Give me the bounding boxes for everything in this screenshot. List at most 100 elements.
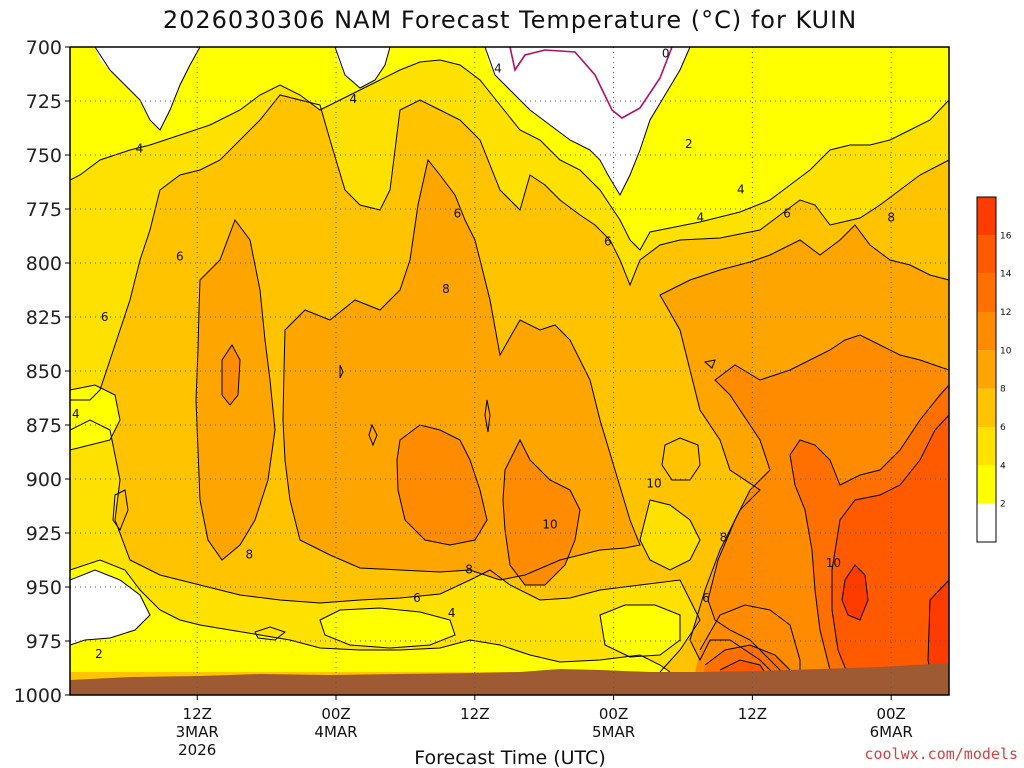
colorbar-swatch-10 — [977, 312, 996, 351]
contour-label-text: 8 — [442, 282, 450, 296]
colorbar-label-16: 16 — [1000, 231, 1012, 241]
contour-8-left — [195, 218, 276, 561]
contour-label-13: 6 — [101, 310, 109, 324]
contour-label-9: 4 — [72, 407, 80, 421]
contour-label-17: 6 — [413, 591, 421, 605]
contour-8-right — [659, 224, 949, 695]
contour-10-right — [699, 334, 949, 695]
colorbar-label-14: 14 — [1000, 270, 1012, 280]
fill-14-16-right — [832, 415, 949, 695]
x-tick-label-18: 00Z — [321, 705, 350, 723]
contour-label-text: 10 — [826, 556, 841, 570]
contour-0 — [509, 47, 673, 119]
contour-label-text: 8 — [720, 530, 728, 544]
contour-label-29: 14 — [1017, 466, 1024, 480]
fill-10-12-center-a — [397, 425, 487, 545]
contour-label-1: 2 — [685, 137, 693, 151]
colorbar-swatch-8 — [977, 350, 996, 389]
y-tick-label-950: 950 — [26, 577, 62, 599]
x-tick-date-66: 6MAR — [870, 723, 913, 741]
colorbar-legend: 2 4 6 8 10 12 14 16 — [976, 196, 1012, 543]
y-tick-label-825: 825 — [26, 307, 62, 329]
y-tick-label-750: 750 — [26, 145, 62, 167]
contour-label-text: 10 — [646, 476, 661, 490]
fill-2-4-lens — [320, 608, 455, 648]
contour-8-center — [282, 158, 641, 581]
terrain-ground — [70, 663, 949, 695]
contour-label-16: 6 — [963, 126, 971, 140]
contour-2-bottom — [70, 569, 151, 646]
y-axis: 700 725 750 775 800 825 850 875 900 925 950 975 1000 — [14, 37, 70, 707]
x-tick-date-42: 5MAR — [592, 723, 635, 741]
contour-label-text: 6 — [101, 310, 109, 324]
credit-link[interactable]: coolwx.com/models — [864, 745, 1018, 763]
fill-0-2-top — [95, 47, 200, 130]
contour-label-text: 6 — [783, 206, 791, 220]
contour-label-text: 2 — [95, 647, 103, 661]
contour-4-top — [70, 59, 949, 251]
fill-16-18-core — [842, 565, 868, 620]
y-tick-label-975: 975 — [26, 631, 62, 653]
colorbar-swatch-4 — [977, 427, 996, 466]
y-tick-label-700: 700 — [26, 37, 62, 59]
y-tick-label-775: 775 — [26, 199, 62, 221]
contour-label-text: 6 — [176, 250, 184, 264]
contour-4-left — [70, 384, 121, 451]
contour-label-0: 0 — [662, 47, 670, 60]
x-axis-label: Forecast Time (UTC) — [414, 747, 605, 768]
contour-label-21: 8 — [465, 563, 473, 577]
contour-label-text: 4 — [350, 92, 358, 106]
fill-4-6-bottom — [70, 420, 700, 672]
contour-label-text: 4 — [991, 118, 999, 132]
y-tick-label-900: 900 — [26, 469, 62, 491]
colorbar-label-12: 12 — [1000, 308, 1011, 318]
contour-label-text: 4 — [494, 62, 502, 76]
fill-4-6-right-low — [640, 500, 700, 570]
contour-6-top — [70, 94, 949, 401]
y-tick-label-925: 925 — [26, 523, 62, 545]
contour-label-text: 14 — [1017, 466, 1024, 480]
grid-lines — [70, 47, 949, 695]
fill-8-10-center — [283, 160, 640, 580]
contour-2-top — [94, 47, 691, 197]
colorbar-label-2: 2 — [1000, 500, 1006, 510]
fill-10-12-center-b — [503, 440, 580, 585]
x-tick-label-54: 12Z — [738, 705, 767, 723]
contour-label-7: 4 — [697, 211, 705, 225]
x-tick-label-66: 00Z — [876, 705, 905, 723]
contour-label-20: 8 — [245, 548, 253, 562]
contour-4-bottom — [70, 559, 671, 673]
contour-small-features — [339, 359, 716, 481]
contour-label-3: 4 — [494, 62, 502, 76]
contour-10-center — [221, 344, 581, 586]
fill-2-4-top — [70, 47, 949, 250]
fill-2-4-pocket — [600, 605, 680, 657]
y-tick-label-800: 800 — [26, 253, 62, 275]
contour-label-15: 6 — [783, 206, 791, 220]
y-tick-label-725: 725 — [26, 91, 62, 113]
contour-label-4: 4 — [350, 92, 358, 106]
y-tick-label-850: 850 — [26, 361, 62, 383]
contour-4-lens — [254, 604, 681, 658]
contour-label-24: 10 — [542, 517, 557, 531]
colorbar-swatch-14 — [977, 235, 996, 274]
contour-label-text: 8 — [245, 548, 253, 562]
y-tick-label-1000: 1000 — [14, 685, 62, 707]
x-tick-label-42: 00Z — [599, 705, 628, 723]
colorbar-swatch-2 — [977, 465, 996, 504]
fill-0-2-bottom-left — [70, 570, 150, 645]
contour-label-6: 4 — [737, 183, 745, 197]
colorbar-swatch-12 — [977, 273, 996, 312]
colorbar-label-4: 4 — [1000, 461, 1006, 471]
contour-label-text: 6 — [604, 234, 612, 248]
contour-label-text: 8 — [887, 211, 895, 225]
contour-label-text: 4 — [72, 407, 80, 421]
colorbar-swatch-0 — [977, 503, 996, 542]
contour-label-22: 8 — [720, 530, 728, 544]
colorbar-frame — [976, 196, 997, 543]
colorbar-label-6: 6 — [1000, 423, 1006, 433]
contour-label-text: 4 — [136, 142, 144, 156]
contour-label-5: 4 — [136, 142, 144, 156]
